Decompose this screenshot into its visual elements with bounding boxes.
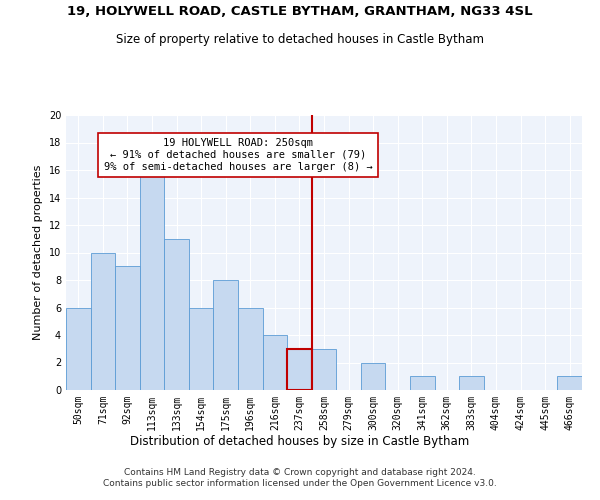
Bar (557, 376, 582, 390)
Bar (91, 252, 115, 390)
Bar (66, 308, 91, 390)
Text: Contains HM Land Registry data © Crown copyright and database right 2024.
Contai: Contains HM Land Registry data © Crown c… (103, 468, 497, 487)
Bar (263, 335, 287, 390)
Text: 19, HOLYWELL ROAD, CASTLE BYTHAM, GRANTHAM, NG33 4SL: 19, HOLYWELL ROAD, CASTLE BYTHAM, GRANTH… (67, 5, 533, 18)
Bar (410, 376, 434, 390)
Text: 19 HOLYWELL ROAD: 250sqm
← 91% of detached houses are smaller (79)
9% of semi-de: 19 HOLYWELL ROAD: 250sqm ← 91% of detach… (104, 138, 373, 172)
Bar (287, 349, 312, 390)
Bar (115, 266, 140, 390)
Bar (459, 376, 484, 390)
Text: Distribution of detached houses by size in Castle Bytham: Distribution of detached houses by size … (130, 435, 470, 448)
Bar (214, 280, 238, 390)
Y-axis label: Number of detached properties: Number of detached properties (33, 165, 43, 340)
Bar (361, 362, 385, 390)
Bar (312, 349, 336, 390)
Bar (140, 156, 164, 390)
Bar (238, 308, 263, 390)
Bar (164, 239, 189, 390)
Text: Size of property relative to detached houses in Castle Bytham: Size of property relative to detached ho… (116, 32, 484, 46)
Bar (189, 308, 214, 390)
